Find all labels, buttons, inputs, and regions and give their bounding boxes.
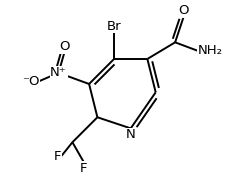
Text: O: O (178, 4, 189, 17)
Text: Br: Br (107, 20, 121, 33)
Text: N⁺: N⁺ (50, 66, 67, 79)
Text: O: O (59, 40, 69, 53)
Text: F: F (54, 150, 61, 163)
Text: N: N (126, 128, 136, 141)
Text: ⁻O: ⁻O (22, 75, 39, 88)
Text: F: F (80, 162, 87, 175)
Text: NH₂: NH₂ (197, 44, 222, 57)
